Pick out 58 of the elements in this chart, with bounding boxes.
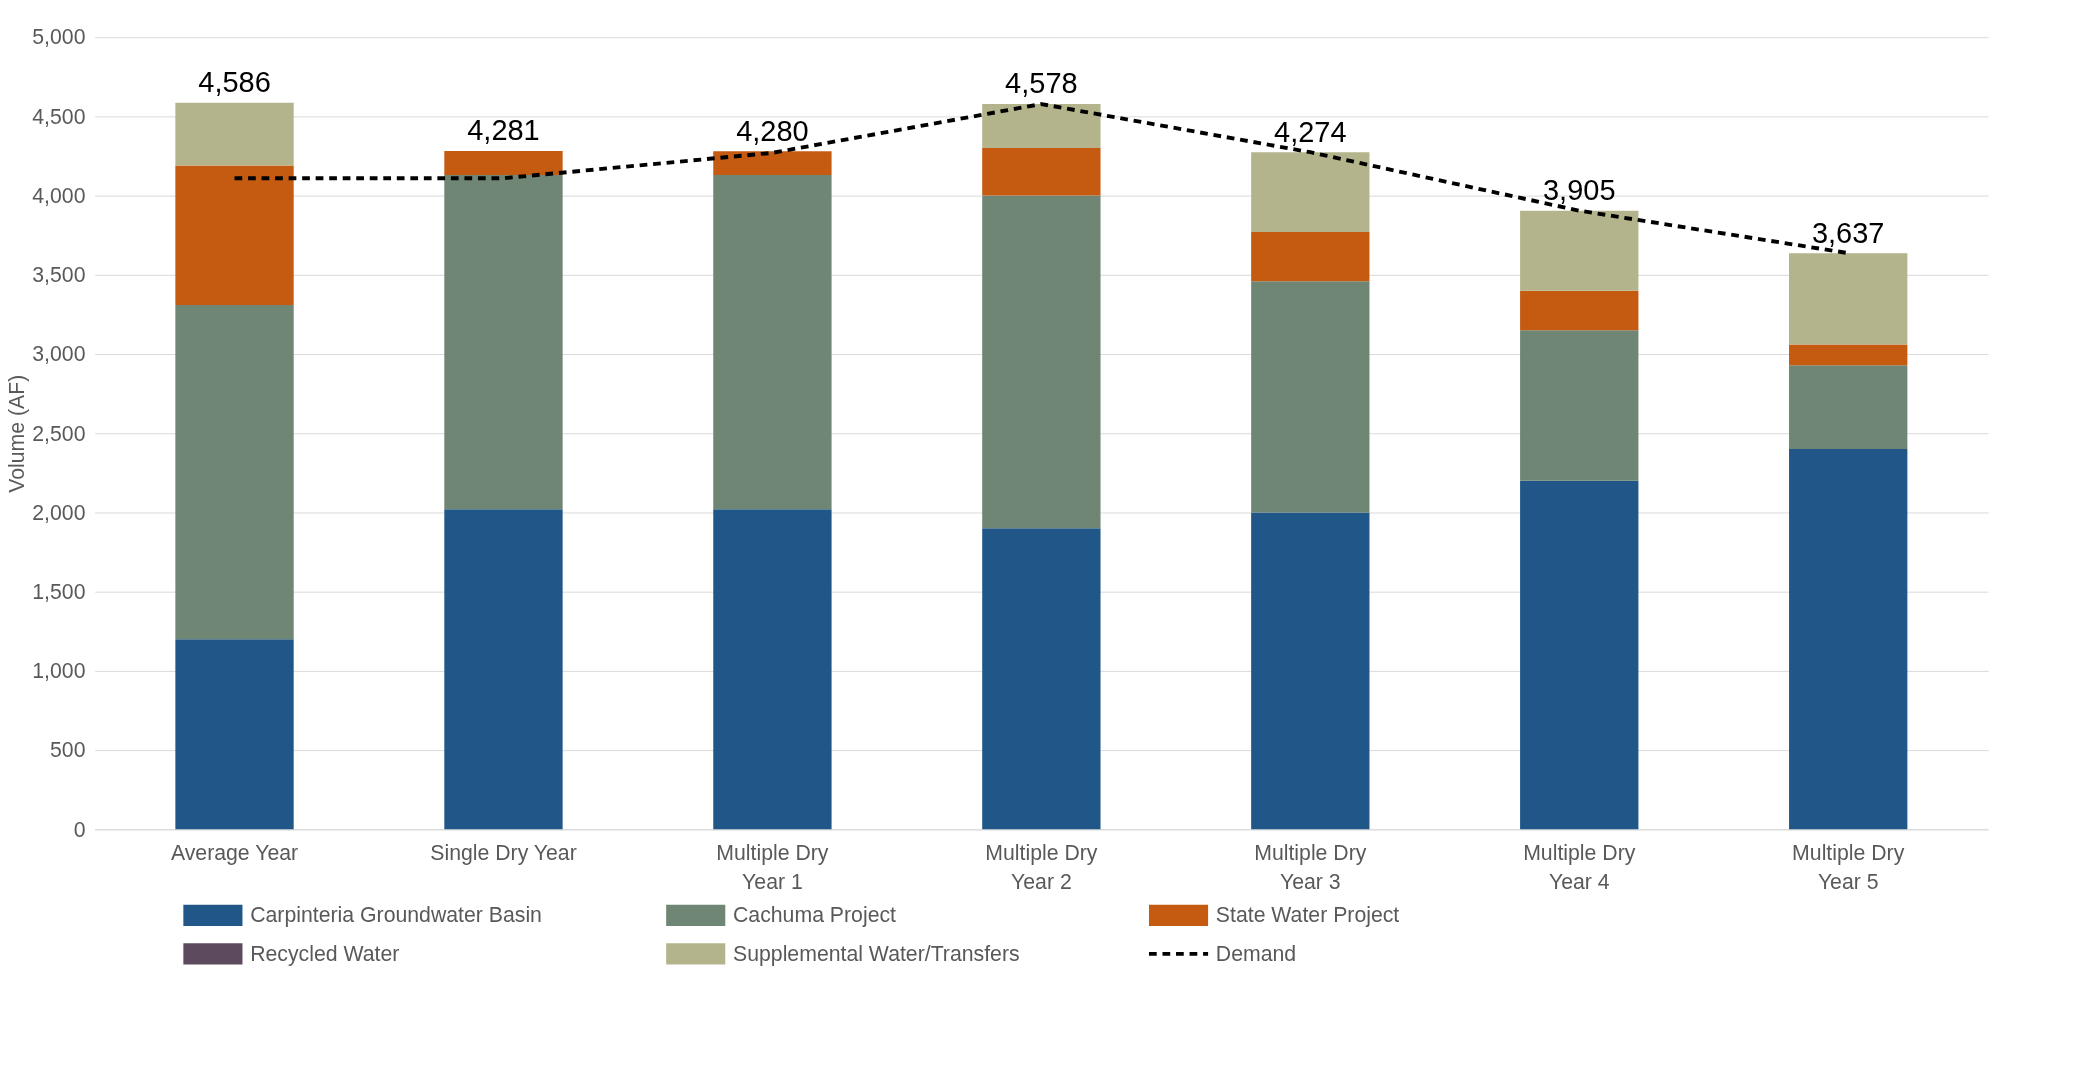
- y-tick-label: 5,000: [32, 25, 86, 50]
- bar: [1520, 480, 1639, 830]
- y-tick-label: 1,000: [32, 659, 86, 684]
- bar: [982, 104, 1101, 149]
- bar: [175, 102, 294, 166]
- bar: [1789, 344, 1908, 366]
- bar: [175, 304, 294, 640]
- y-tick-label: 4,500: [32, 104, 86, 129]
- total-label: 3,905: [1543, 174, 1616, 207]
- x-tick-label: Multiple Dry Year 2: [985, 840, 1098, 894]
- x-tick-label: Average Year: [170, 840, 299, 865]
- bar: [1251, 512, 1370, 830]
- bar: [1520, 330, 1639, 481]
- total-label: 4,578: [1005, 67, 1078, 100]
- legend-label: Cachuma Project: [733, 903, 897, 928]
- bar: [982, 148, 1101, 196]
- bar: [1789, 449, 1908, 830]
- legend-label: Demand: [1215, 941, 1297, 966]
- bar: [1520, 290, 1639, 331]
- bar: [982, 195, 1101, 529]
- x-tick-label: Single Dry Year: [430, 840, 577, 865]
- bar: [175, 639, 294, 830]
- y-tick-label: 500: [50, 738, 86, 763]
- y-tick-label: 2,000: [32, 500, 86, 525]
- y-tick-label: 4,000: [32, 183, 86, 208]
- bar: [713, 151, 832, 176]
- bar: [1789, 365, 1908, 450]
- bar: [444, 151, 563, 176]
- bar: [1789, 253, 1908, 345]
- total-label: 3,637: [1811, 216, 1885, 249]
- total-label: 4,274: [1274, 115, 1347, 148]
- y-tick-label: 0: [73, 817, 86, 842]
- total-label: 4,586: [198, 66, 271, 99]
- bar: [1251, 281, 1370, 513]
- y-tick-label: 3,500: [32, 263, 86, 288]
- y-axis-title: Volume (AF): [4, 374, 29, 493]
- x-tick-label: Multiple Dry Year 3: [1254, 840, 1367, 894]
- legend-label: State Water Project: [1215, 903, 1400, 928]
- y-tick-label: 1,500: [32, 579, 86, 604]
- x-tick-label: Multiple Dry Year 1: [716, 840, 829, 894]
- total-label: 4,281: [467, 114, 540, 147]
- bar: [444, 175, 563, 510]
- y-tick-label: 2,500: [32, 421, 86, 446]
- total-label: 4,280: [736, 114, 809, 147]
- x-tick-label: Multiple Dry Year 4: [1523, 840, 1636, 894]
- bar: [1520, 210, 1639, 291]
- legend-label: Recycled Water: [250, 941, 400, 966]
- bar: [1251, 152, 1370, 233]
- bar: [713, 175, 832, 510]
- legend-label: Supplemental Water/Transfers: [733, 941, 1020, 966]
- bar: [1251, 232, 1370, 282]
- bar: [444, 509, 563, 830]
- bar: [713, 509, 832, 830]
- legend-label: Carpinteria Groundwater Basin: [250, 903, 542, 928]
- y-tick-label: 3,000: [32, 342, 86, 367]
- x-tick-label: Multiple Dry Year 5: [1792, 840, 1905, 894]
- bar: [982, 528, 1101, 830]
- bar: [175, 165, 294, 305]
